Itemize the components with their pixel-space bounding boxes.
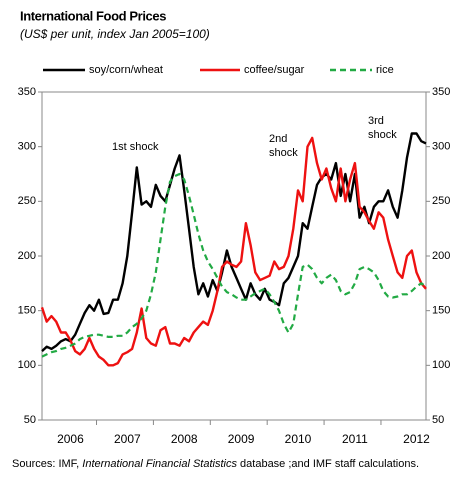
y-tick-label: 150 (18, 305, 36, 317)
plot-frame (41, 91, 427, 421)
x-tick-label: 2007 (114, 432, 141, 446)
annotation: 1st shock (112, 141, 159, 153)
source-prefix: Sources: IMF, (12, 458, 83, 470)
chart: International Food Prices (US$ per unit,… (18, 8, 451, 446)
y2-tick-label: 50 (432, 414, 444, 426)
y-tick-label: 250 (18, 195, 36, 207)
annotation: shock (368, 129, 397, 141)
x-tick-label: 2010 (285, 432, 312, 446)
x-tick-label: 2011 (342, 432, 368, 446)
series-line (41, 172, 427, 358)
legend-label: rice (376, 64, 394, 76)
chart-subtitle: (US$ per unit, index Jan 2005=100) (20, 27, 210, 41)
series-line (41, 132, 427, 352)
x-tick-label: 2008 (171, 432, 198, 446)
y-tick-label: 200 (18, 250, 36, 262)
y-tick-label: 350 (18, 86, 36, 98)
source-note: Sources: IMF, International Financial St… (12, 458, 452, 471)
y2-tick-label: 100 (432, 359, 450, 371)
annotation: shock (269, 147, 298, 159)
y2-tick-label: 250 (432, 195, 450, 207)
source-suffix: database ;and IMF staff calculations. (236, 458, 419, 470)
y-tick-label: 300 (18, 141, 36, 153)
annotation: 2nd (269, 133, 287, 145)
y2-tick-label: 350 (432, 86, 450, 98)
source-italic: International Financial Statistics (82, 458, 237, 470)
x-tick-label: 2009 (228, 432, 255, 446)
y2-tick-label: 300 (432, 141, 450, 153)
annotation: 3rd (368, 115, 384, 127)
y2-tick-label: 200 (432, 250, 450, 262)
x-tick-label: 2006 (57, 432, 84, 446)
y2-tick-label: 150 (432, 305, 450, 317)
legend-label: soy/corn/wheat (89, 64, 163, 76)
chart-title: International Food Prices (20, 8, 166, 23)
y-tick-label: 50 (24, 414, 36, 426)
y-tick-label: 100 (18, 359, 36, 371)
series-line (40, 136, 427, 367)
legend-label: coffee/sugar (244, 64, 305, 76)
x-tick-label: 2012 (403, 432, 430, 446)
